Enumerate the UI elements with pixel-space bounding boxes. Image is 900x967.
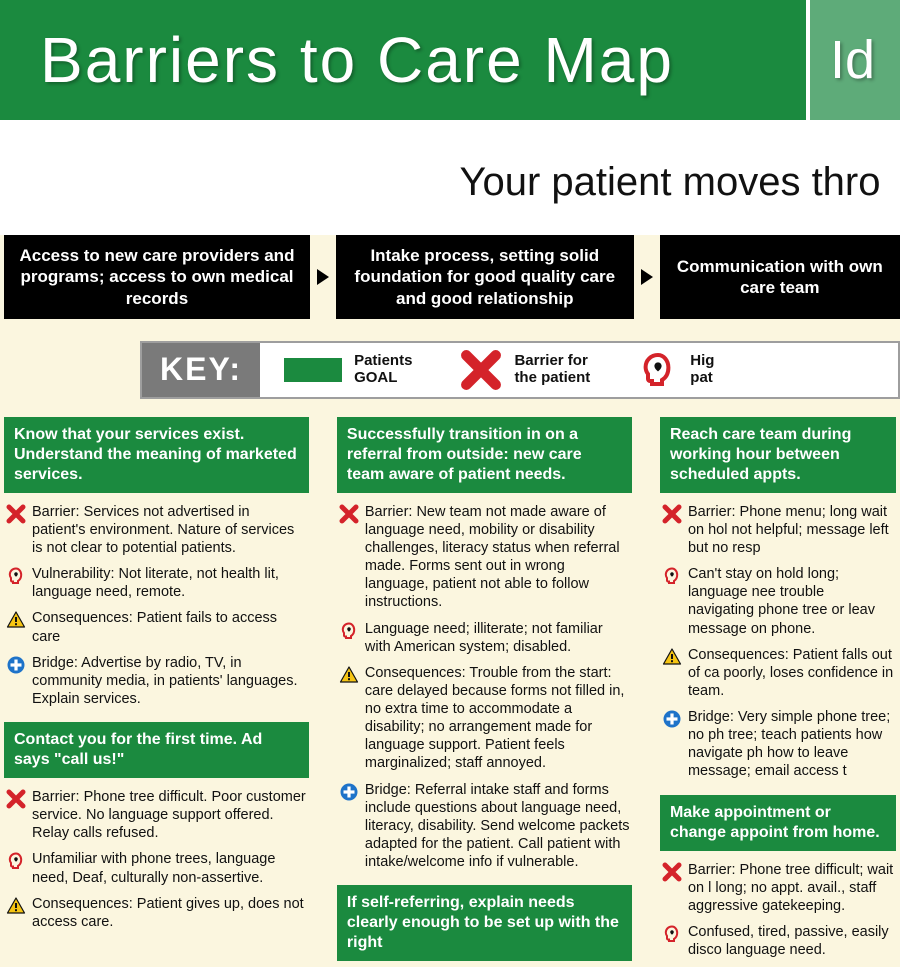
item-text: Consequences: Patient gives up, does not…	[32, 895, 307, 931]
barrier-x-icon	[339, 504, 359, 524]
content-item: Barrier: Phone menu; long wait on hol no…	[660, 499, 896, 561]
goal-heading: Know that your services exist. Understan…	[4, 417, 309, 493]
column: Know that your services exist. Understan…	[4, 417, 309, 967]
stage-header: Communication with own care team	[660, 235, 900, 319]
item-text: Confused, tired, passive, easily disco l…	[688, 923, 894, 959]
key-item: Barrier forthe patient	[436, 349, 614, 391]
item-text: Vulnerability: Not literate, not health …	[32, 565, 307, 601]
content-item: Can't stay on hold long; language nee tr…	[660, 561, 896, 642]
header-right: Id	[810, 0, 900, 120]
key-item: Higpat	[614, 350, 738, 390]
content-item: Barrier: Phone tree difficult. Poor cust…	[4, 784, 309, 846]
content-item: Bridge: Advertise by radio, TV, in commu…	[4, 650, 309, 712]
vulnerability-head-icon	[6, 566, 26, 586]
content-item: Barrier: Services not advertised in pati…	[4, 499, 309, 561]
content-item: Language need; illiterate; not familiar …	[337, 616, 632, 660]
item-text: Barrier: Phone menu; long wait on hol no…	[688, 503, 894, 557]
header-left: Barriers to Care Map	[0, 0, 810, 120]
content-item: Consequences: Patient fails to access ca…	[4, 605, 309, 649]
content-columns: Know that your services exist. Understan…	[0, 417, 900, 967]
vulnerability-head-icon	[662, 566, 682, 586]
bridge-plus-icon	[339, 782, 359, 802]
item-text: Bridge: Very simple phone tree; no ph tr…	[688, 708, 894, 781]
content-item: Consequences: Patient gives up, does not…	[4, 891, 309, 935]
goal-heading: If self-referring, explain needs clearly…	[337, 885, 632, 961]
subheading: Your patient moves thro	[0, 120, 900, 235]
goal-heading: Make appointment or change appoint from …	[660, 795, 896, 851]
content-item: Confused, tired, passive, easily disco l…	[660, 919, 896, 963]
bridge-plus-icon	[6, 655, 26, 675]
content-item: Barrier: New team not made aware of lang…	[337, 499, 632, 616]
content-item: Barrier: Phone tree difficult; wait on l…	[660, 857, 896, 919]
key-item-text: Higpat	[690, 353, 714, 386]
header-right-text: Id	[830, 29, 875, 91]
key-item-text: Barrier forthe patient	[514, 353, 590, 386]
stage-row: Access to new care providers and program…	[0, 235, 900, 319]
stage-header: Access to new care providers and program…	[4, 235, 310, 319]
consequence-warn-icon	[6, 610, 26, 630]
column: Reach care team during working hour betw…	[660, 417, 896, 967]
key-item-text: PatientsGOAL	[354, 353, 412, 386]
stage-header: Intake process, setting solid foundation…	[336, 235, 634, 319]
content-item: Consequences: Patient falls out of ca po…	[660, 642, 896, 704]
item-text: Can't stay on hold long; language nee tr…	[688, 565, 894, 638]
barrier-x-icon	[662, 504, 682, 524]
content-item: Consequences: Trouble from the start: ca…	[337, 660, 632, 777]
item-text: Bridge: Advertise by radio, TV, in commu…	[32, 654, 307, 708]
key-items: PatientsGOAL Barrier forthe patient Higpat	[260, 343, 738, 397]
content-item: Bridge: Referral intake staff and forms …	[337, 777, 632, 876]
goal-heading: Successfully transition in on a referral…	[337, 417, 632, 493]
main-cream-area: Access to new care providers and program…	[0, 235, 900, 967]
content-item: Unfamiliar with phone trees, language ne…	[4, 846, 309, 890]
item-text: Consequences: Patient fails to access ca…	[32, 609, 307, 645]
consequence-warn-icon	[6, 896, 26, 916]
item-text: Barrier: Phone tree difficult; wait on l…	[688, 861, 894, 915]
item-text: Barrier: New team not made aware of lang…	[365, 503, 630, 612]
page-title: Barriers to Care Map	[40, 23, 674, 97]
content-item: Bridge: Very simple phone tree; no ph tr…	[660, 704, 896, 785]
header-bar: Barriers to Care Map Id	[0, 0, 900, 120]
item-text: Barrier: Phone tree difficult. Poor cust…	[32, 788, 307, 842]
vulnerability-head-icon	[339, 621, 359, 641]
goal-heading: Reach care team during working hour betw…	[660, 417, 896, 493]
item-text: Barrier: Services not advertised in pati…	[32, 503, 307, 557]
arrow-icon	[310, 235, 336, 319]
item-text: Language need; illiterate; not familiar …	[365, 620, 630, 656]
item-text: Unfamiliar with phone trees, language ne…	[32, 850, 307, 886]
key-item: PatientsGOAL	[260, 353, 436, 386]
vulnerability-head-icon	[662, 924, 682, 944]
vulnerability-head-icon	[6, 851, 26, 871]
arrow-icon	[634, 235, 660, 319]
barrier-x-icon	[662, 862, 682, 882]
key-label: KEY:	[142, 343, 260, 397]
vulnerability-head-icon	[638, 350, 678, 390]
consequence-warn-icon	[339, 665, 359, 685]
barrier-x-icon	[460, 349, 502, 391]
item-text: Bridge: Referral intake staff and forms …	[365, 781, 630, 872]
content-item: Vulnerability: Not literate, not health …	[4, 561, 309, 605]
barrier-x-icon	[6, 504, 26, 524]
key-legend: KEY: PatientsGOAL Barrier forthe patient H…	[140, 341, 900, 399]
barrier-x-icon	[6, 789, 26, 809]
consequence-warn-icon	[662, 647, 682, 667]
bridge-plus-icon	[662, 709, 682, 729]
goal-swatch-icon	[284, 358, 342, 382]
column: Successfully transition in on a referral…	[337, 417, 632, 967]
item-text: Consequences: Patient falls out of ca po…	[688, 646, 894, 700]
goal-heading: Contact you for the first time. Ad says …	[4, 722, 309, 778]
item-text: Consequences: Trouble from the start: ca…	[365, 664, 630, 773]
